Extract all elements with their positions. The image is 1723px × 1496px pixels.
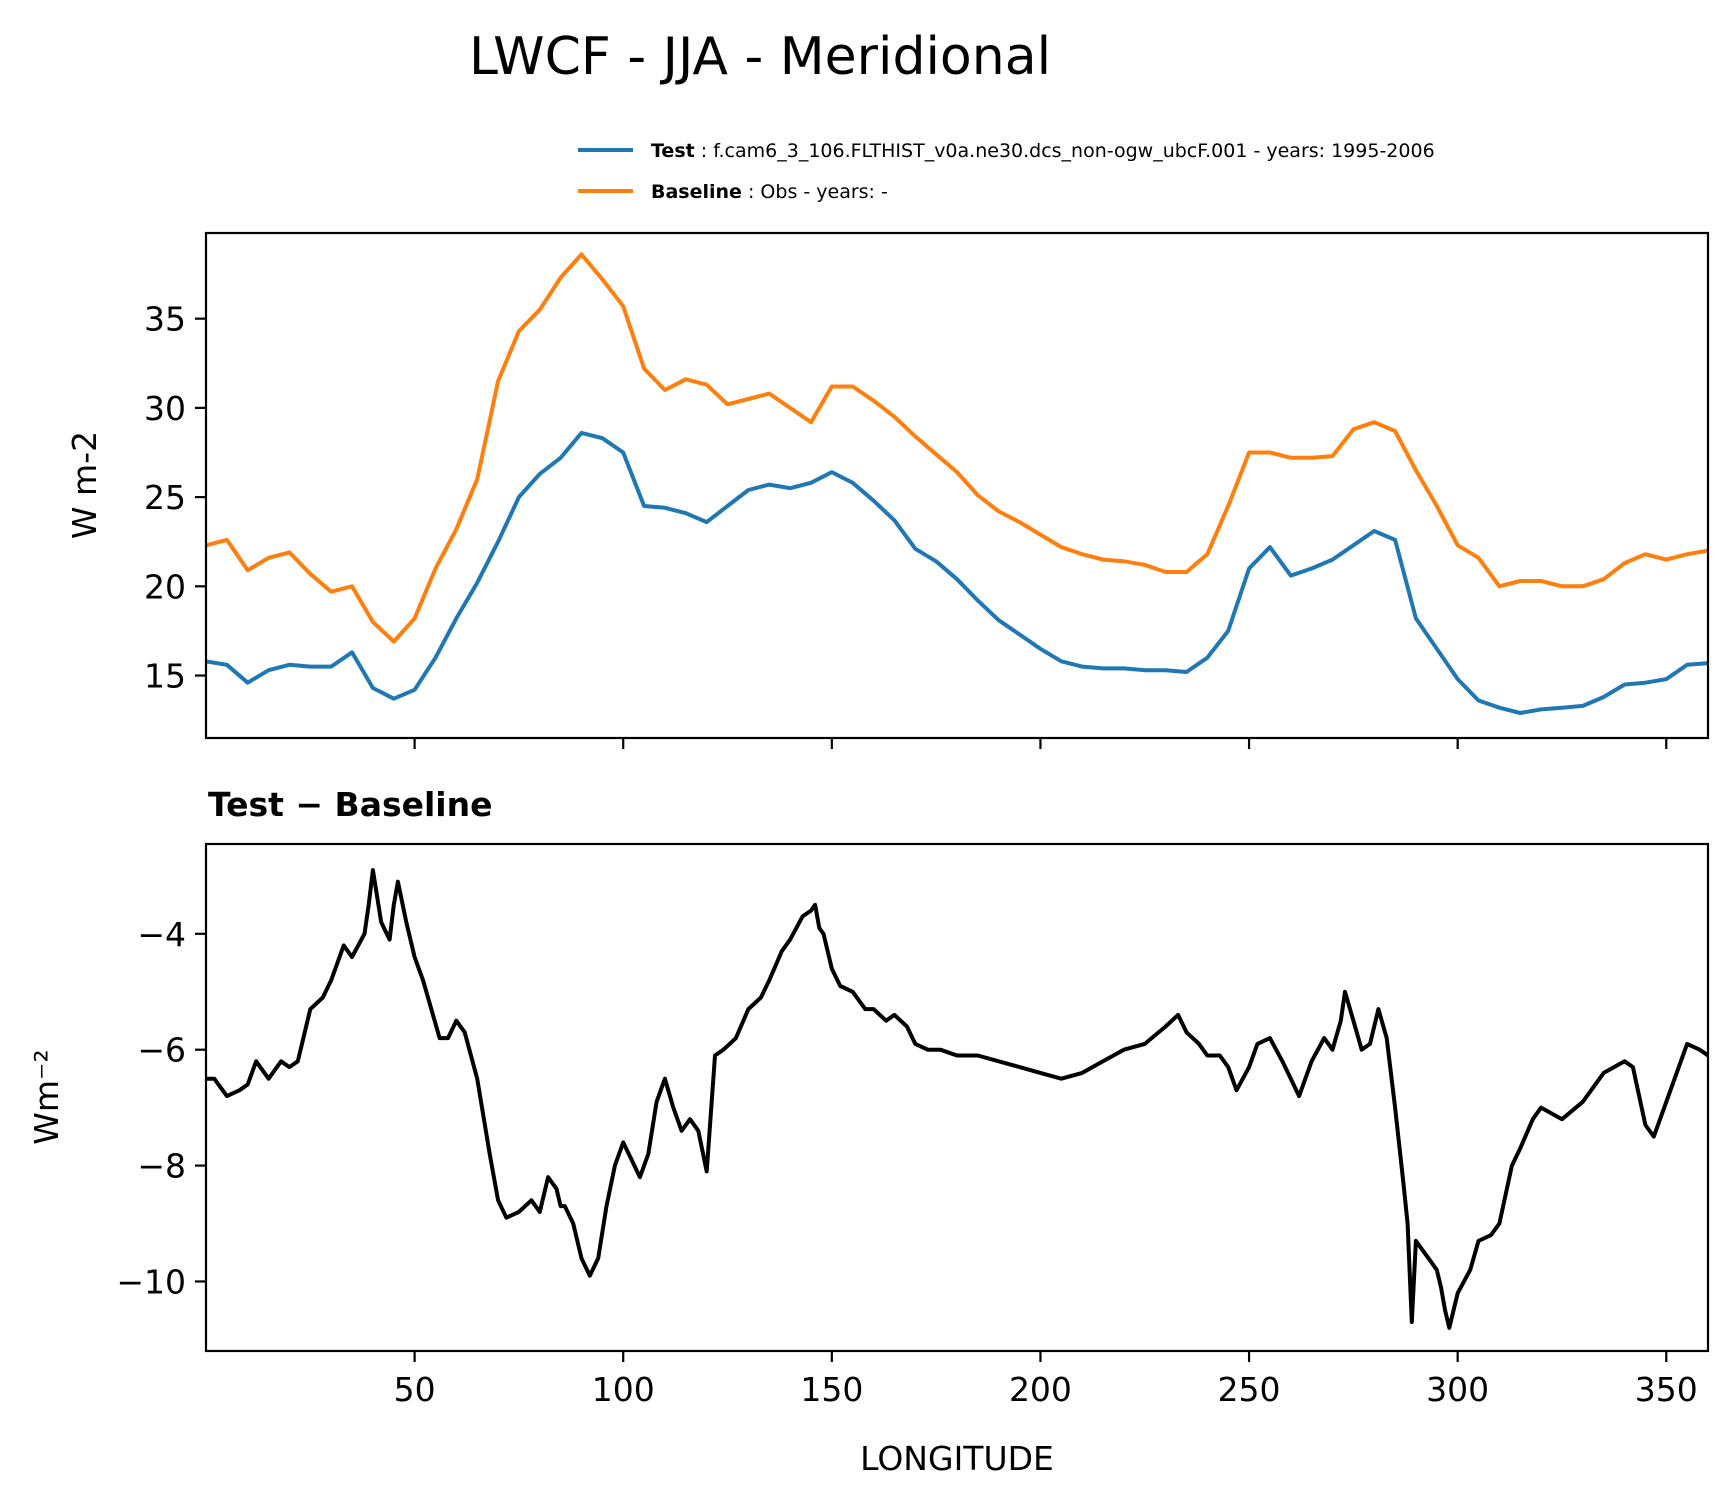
bottom-y-axis-label: Wm⁻² (27, 1049, 66, 1144)
legend-name-baseline: Baseline (651, 181, 742, 203)
bottom-x-tick-label: 150 (800, 1370, 863, 1409)
bottom-y-tick-label: −10 (116, 1262, 186, 1301)
legend-text-test: : f.cam6_3_106.FLTHIST_v0a.ne30.dcs_non-… (701, 140, 1435, 162)
legend-label-baseline: Baseline : Obs - years: - (651, 181, 888, 203)
top-y-tick-label: 20 (144, 567, 186, 606)
x-axis-label: LONGITUDE (860, 1439, 1054, 1478)
bottom-panel-frame (204, 842, 1710, 1353)
top-panel: 15 20 25 30 35 W m-2 (65, 231, 1710, 749)
top-y-axis-label: W m-2 (65, 431, 104, 539)
bottom-y-axis: −10 −8 −6 −4 (116, 915, 206, 1301)
difference-panel-title: Test − Baseline (208, 785, 493, 824)
top-y-tick-label: 30 (144, 389, 186, 428)
legend-text-baseline: : Obs - years: - (748, 181, 888, 203)
top-series-line-baseline (206, 252, 1708, 644)
top-series-line-test (206, 430, 1708, 715)
bottom-series-group (206, 868, 1708, 1330)
legend: Test : f.cam6_3_106.FLTHIST_v0a.ne30.dcs… (578, 140, 1435, 203)
bottom-y-tick-label: −4 (137, 915, 186, 954)
top-y-tick-label: 15 (144, 657, 186, 696)
bottom-x-tick-label: 350 (1635, 1370, 1698, 1409)
bottom-x-tick-label: 200 (1009, 1370, 1072, 1409)
top-series-group (206, 252, 1708, 715)
top-panel-frame (204, 231, 1710, 740)
bottom-x-tick-label: 100 (592, 1370, 655, 1409)
chart-title: LWCF - JJA - Meridional (469, 27, 1051, 87)
top-x-axis (413, 738, 1668, 749)
bottom-x-tick-label: 250 (1218, 1370, 1281, 1409)
bottom-y-tick-label: −6 (137, 1031, 186, 1070)
legend-label-test: Test : f.cam6_3_106.FLTHIST_v0a.ne30.dcs… (651, 140, 1435, 162)
legend-name-test: Test (651, 140, 695, 162)
top-y-tick-label: 25 (144, 478, 186, 517)
bottom-y-tick-label: −8 (137, 1147, 186, 1186)
bottom-x-tick-label: 50 (394, 1370, 436, 1409)
bottom-x-tick-label: 300 (1426, 1370, 1489, 1409)
bottom-series-line-test-baseline (206, 868, 1708, 1330)
top-y-axis: 15 20 25 30 35 (144, 300, 206, 696)
top-y-tick-label: 35 (144, 300, 186, 339)
bottom-x-axis: 50 100 150 200 250 300 350 (394, 1351, 1698, 1409)
bottom-panel: −10 −8 −6 −4 50 100 150 200 250 300 350 Wm⁻² LONG… (27, 842, 1710, 1478)
